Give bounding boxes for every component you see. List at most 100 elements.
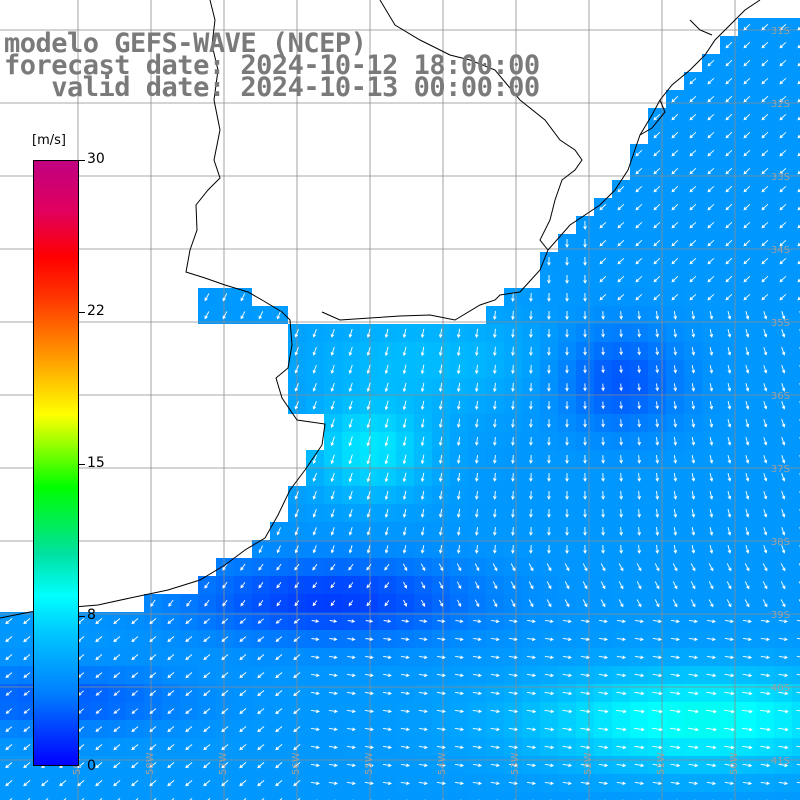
wind-arrow <box>797 134 800 139</box>
wind-arrow <box>580 691 591 696</box>
wind-arrow <box>652 673 663 678</box>
wind-arrow <box>671 275 679 283</box>
wind-arrow <box>402 454 407 465</box>
wind-arrow <box>687 709 699 714</box>
wind-arrow <box>637 419 642 428</box>
wind-arrow <box>382 691 392 696</box>
wind-arrow <box>565 383 569 392</box>
wind-arrow <box>706 745 717 750</box>
wind-speed-cell <box>792 288 800 306</box>
wind-arrow <box>438 508 443 518</box>
wind-arrow <box>294 509 299 518</box>
wind-arrow <box>221 618 229 624</box>
wind-arrow <box>418 727 428 732</box>
wind-arrow <box>727 526 732 536</box>
wind-arrow <box>583 311 587 320</box>
wind-speed-cell <box>306 792 324 800</box>
wind-arrow <box>131 690 139 696</box>
wind-arrow <box>474 563 480 572</box>
wind-arrow <box>491 637 500 642</box>
wind-arrow <box>403 599 408 607</box>
wind-arrow <box>438 581 444 590</box>
wind-arrow <box>203 672 211 679</box>
wind-speed-cell <box>126 792 144 800</box>
wind-arrow <box>583 256 587 266</box>
wind-arrow <box>474 508 479 518</box>
wind-arrow <box>185 726 193 733</box>
wind-arrow <box>673 473 678 482</box>
wind-arrow <box>419 619 428 624</box>
wind-arrow <box>616 691 627 696</box>
wind-arrow <box>780 581 786 590</box>
wind-arrow <box>655 472 660 482</box>
wind-arrow <box>690 581 696 590</box>
wind-arrow <box>366 508 371 518</box>
wind-arrow <box>636 563 642 572</box>
wind-arrow <box>330 436 335 447</box>
wind-arrow <box>508 673 519 678</box>
wind-arrow <box>492 599 498 608</box>
wind-arrow <box>167 618 175 624</box>
wind-arrow <box>761 77 769 85</box>
wind-arrow <box>330 328 335 338</box>
wind-speed-cell <box>576 792 594 800</box>
wind-arrow <box>23 744 31 751</box>
country-border <box>379 0 583 251</box>
wind-speed-cell <box>270 792 288 800</box>
wind-arrow <box>400 727 410 732</box>
wind-arrow <box>761 131 769 139</box>
wind-arrow <box>619 455 623 464</box>
colorbar-tickmark <box>79 616 85 617</box>
wind-arrow <box>745 328 750 338</box>
wind-arrow <box>781 329 786 338</box>
wind-arrow <box>456 400 461 411</box>
wind-arrow <box>546 599 552 608</box>
wind-arrow <box>490 709 501 714</box>
wind-arrow <box>348 418 353 429</box>
wind-arrow <box>526 655 536 660</box>
wind-arrow <box>634 763 645 768</box>
wind-arrow <box>743 95 751 103</box>
wind-arrow <box>778 691 789 696</box>
wind-arrow <box>653 293 661 301</box>
wind-speed-cell <box>0 792 18 800</box>
wind-arrow <box>673 329 678 338</box>
valid-date: valid date: 2024-10-13 00:00:00 <box>4 72 540 103</box>
wind-arrow <box>688 781 699 786</box>
wind-arrow <box>545 637 554 642</box>
wind-arrow <box>5 762 13 769</box>
latitude-label: 38S <box>771 537 790 548</box>
wind-arrow <box>745 346 750 356</box>
wind-arrow <box>348 364 353 374</box>
wind-arrow <box>562 655 572 660</box>
wind-arrow <box>419 655 428 660</box>
wind-arrow <box>492 328 497 339</box>
wind-arrow <box>365 673 374 678</box>
wind-arrow <box>275 690 283 697</box>
wind-arrow <box>329 637 338 642</box>
wind-speed-cell <box>792 684 800 702</box>
wind-arrow <box>509 619 518 624</box>
wind-arrow <box>474 526 479 536</box>
wind-arrow <box>671 167 679 175</box>
wind-arrow <box>257 762 265 769</box>
wind-arrow <box>779 77 787 85</box>
wind-arrow <box>149 708 157 715</box>
wind-arrow <box>763 365 768 374</box>
wind-arrow <box>402 472 407 483</box>
wind-arrow <box>688 673 699 678</box>
wind-arrow <box>529 508 533 518</box>
wind-arrow <box>797 278 800 283</box>
wind-arrow <box>565 311 569 320</box>
wind-arrow <box>797 206 800 211</box>
wind-arrow <box>438 436 443 447</box>
wind-arrow <box>257 726 265 733</box>
wind-arrow <box>688 619 698 624</box>
wind-arrow <box>402 490 407 501</box>
wind-arrow <box>456 472 461 482</box>
wind-arrow <box>761 275 769 283</box>
wind-arrow <box>456 364 461 375</box>
wind-arrow <box>490 673 500 678</box>
wind-arrow <box>601 455 605 464</box>
wind-arrow <box>456 508 461 518</box>
